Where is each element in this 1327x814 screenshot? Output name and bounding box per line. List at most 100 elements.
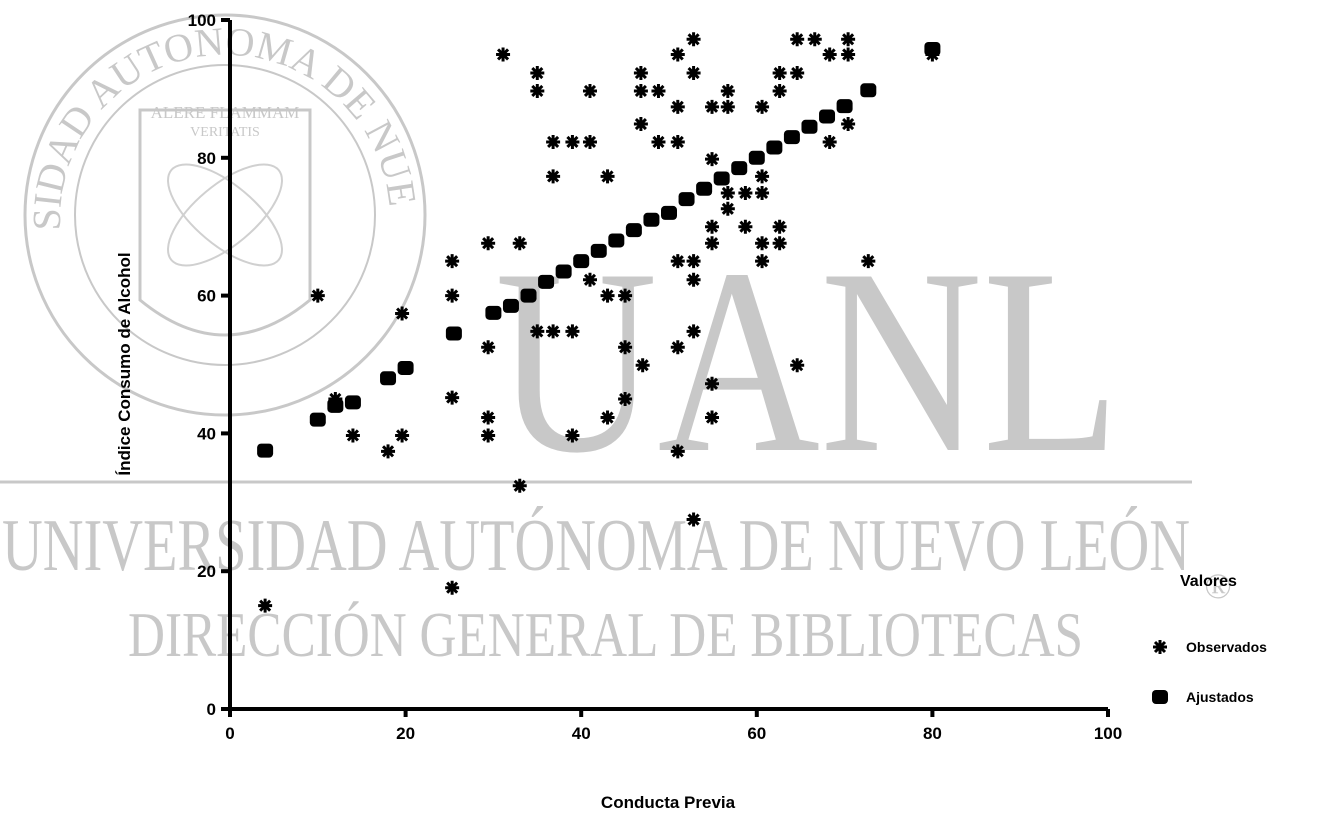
observed-point (686, 66, 701, 81)
observed-point (705, 99, 720, 114)
x-tick-label: 100 (1094, 724, 1122, 743)
fitted-point (924, 41, 941, 56)
y-tick-label: 60 (197, 287, 216, 306)
fitted-point (502, 298, 519, 313)
observed-point (705, 152, 720, 167)
legend-swatch (1153, 640, 1167, 654)
fitted-point (713, 171, 730, 186)
observed-point (841, 117, 856, 132)
observed-point (686, 254, 701, 269)
observed-point (772, 83, 787, 98)
seal-ring (74, 64, 376, 366)
fitted-point (766, 140, 783, 155)
observed-point (546, 134, 561, 149)
fitted-point (643, 212, 660, 227)
observed-point (530, 83, 545, 98)
observed-point (705, 410, 720, 425)
observed-point (686, 272, 701, 287)
fitted-point (731, 161, 748, 176)
observed-point (705, 219, 720, 234)
observed-point (670, 444, 685, 459)
observed-point (633, 66, 648, 81)
observed-point (445, 288, 460, 303)
observed-point (755, 99, 770, 114)
observed-point (705, 236, 720, 251)
fitted-point (819, 109, 836, 124)
observed-point (686, 324, 701, 339)
legend-label: Ajustados (1186, 689, 1254, 705)
observed-point (445, 254, 460, 269)
observed-point (670, 254, 685, 269)
motto: VERITATIS (190, 125, 260, 140)
observed-point (618, 340, 633, 355)
motto: ALERE FLAMMAM (151, 103, 300, 122)
x-tick-label: 80 (923, 724, 942, 743)
observed-point (841, 32, 856, 47)
observed-point (670, 340, 685, 355)
observed-point (530, 324, 545, 339)
observed-point (738, 219, 753, 234)
fitted-point (344, 395, 361, 410)
observed-point (582, 134, 597, 149)
observed-point (481, 340, 496, 355)
fitted-point (696, 181, 713, 196)
registered-mark: ® (1204, 566, 1231, 606)
observed-point (822, 47, 837, 62)
watermark: UNIVERSIDAD AUTONOMA DE NUEVO LEON ALERE… (0, 0, 1232, 670)
fitted-point (555, 264, 572, 279)
x-tick-label: 0 (225, 724, 234, 743)
fitted-point (257, 443, 274, 458)
fitted-point (309, 412, 326, 427)
observed-point (481, 410, 496, 425)
observed-point (720, 99, 735, 114)
x-tick-label: 20 (396, 724, 415, 743)
observed-point (755, 236, 770, 251)
observed-point (807, 32, 822, 47)
observed-point (633, 117, 648, 132)
observed-point (635, 358, 650, 373)
observed-point (530, 66, 545, 81)
fitted-point (573, 254, 590, 269)
fitted-point (590, 243, 607, 258)
observed-point (565, 324, 580, 339)
observed-point (481, 428, 496, 443)
observed-point (651, 83, 666, 98)
x-tick-label: 40 (572, 724, 591, 743)
observed-point (395, 428, 410, 443)
observed-point (772, 219, 787, 234)
observed-point (790, 66, 805, 81)
observed-point (618, 288, 633, 303)
fitted-point (485, 305, 502, 320)
y-tick-label: 80 (197, 149, 216, 168)
observed-point (790, 32, 805, 47)
seal-atom (167, 163, 283, 267)
observed-point (720, 201, 735, 216)
observed-point (381, 444, 396, 459)
fitted-point (397, 360, 414, 375)
observed-point (310, 288, 325, 303)
observed-point (686, 32, 701, 47)
y-tick-label: 40 (197, 424, 216, 443)
y-tick-label: 100 (188, 11, 216, 30)
fitted-point (538, 274, 555, 289)
observed-point (670, 134, 685, 149)
seal-shield (138, 108, 312, 337)
observed-point (600, 288, 615, 303)
observed-point (345, 428, 360, 443)
observed-point (686, 512, 701, 527)
observed-point (670, 47, 685, 62)
observed-point (565, 134, 580, 149)
observed-point (445, 580, 460, 595)
observed-point (841, 47, 856, 62)
observed-point (790, 358, 805, 373)
fitted-point (678, 192, 695, 207)
observed-point (600, 169, 615, 184)
fitted-point (783, 130, 800, 145)
observed-point (651, 134, 666, 149)
fitted-point (608, 233, 625, 248)
observed-point (861, 254, 876, 269)
observed-point (546, 324, 561, 339)
observed-point (705, 376, 720, 391)
observed-point (481, 236, 496, 251)
fitted-point (661, 205, 677, 220)
